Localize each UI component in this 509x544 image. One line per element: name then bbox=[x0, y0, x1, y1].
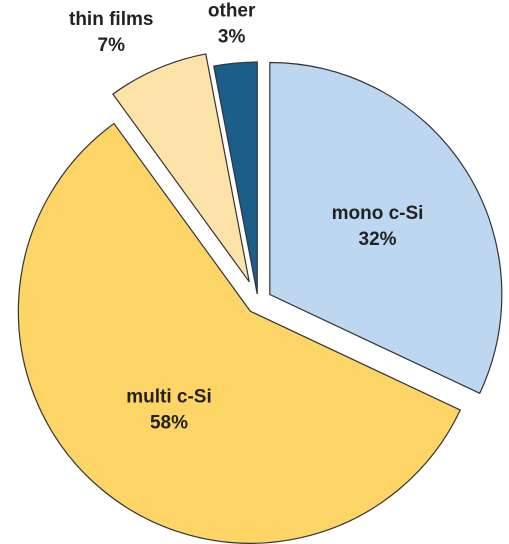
pie-slice bbox=[213, 61, 258, 295]
pie-slice bbox=[17, 122, 462, 544]
slice-value: 7% bbox=[98, 35, 126, 56]
slice-value: 32% bbox=[359, 229, 397, 250]
pie-slice bbox=[269, 61, 503, 395]
slice-label: mono c-Si bbox=[332, 203, 424, 224]
slice-label: multi c-Si bbox=[126, 387, 212, 408]
slice-label: thin films bbox=[69, 9, 153, 30]
slice-value: 58% bbox=[150, 413, 188, 434]
slice-value: 3% bbox=[218, 26, 246, 47]
slice-label: other bbox=[208, 0, 256, 21]
pie-slice bbox=[112, 53, 250, 283]
